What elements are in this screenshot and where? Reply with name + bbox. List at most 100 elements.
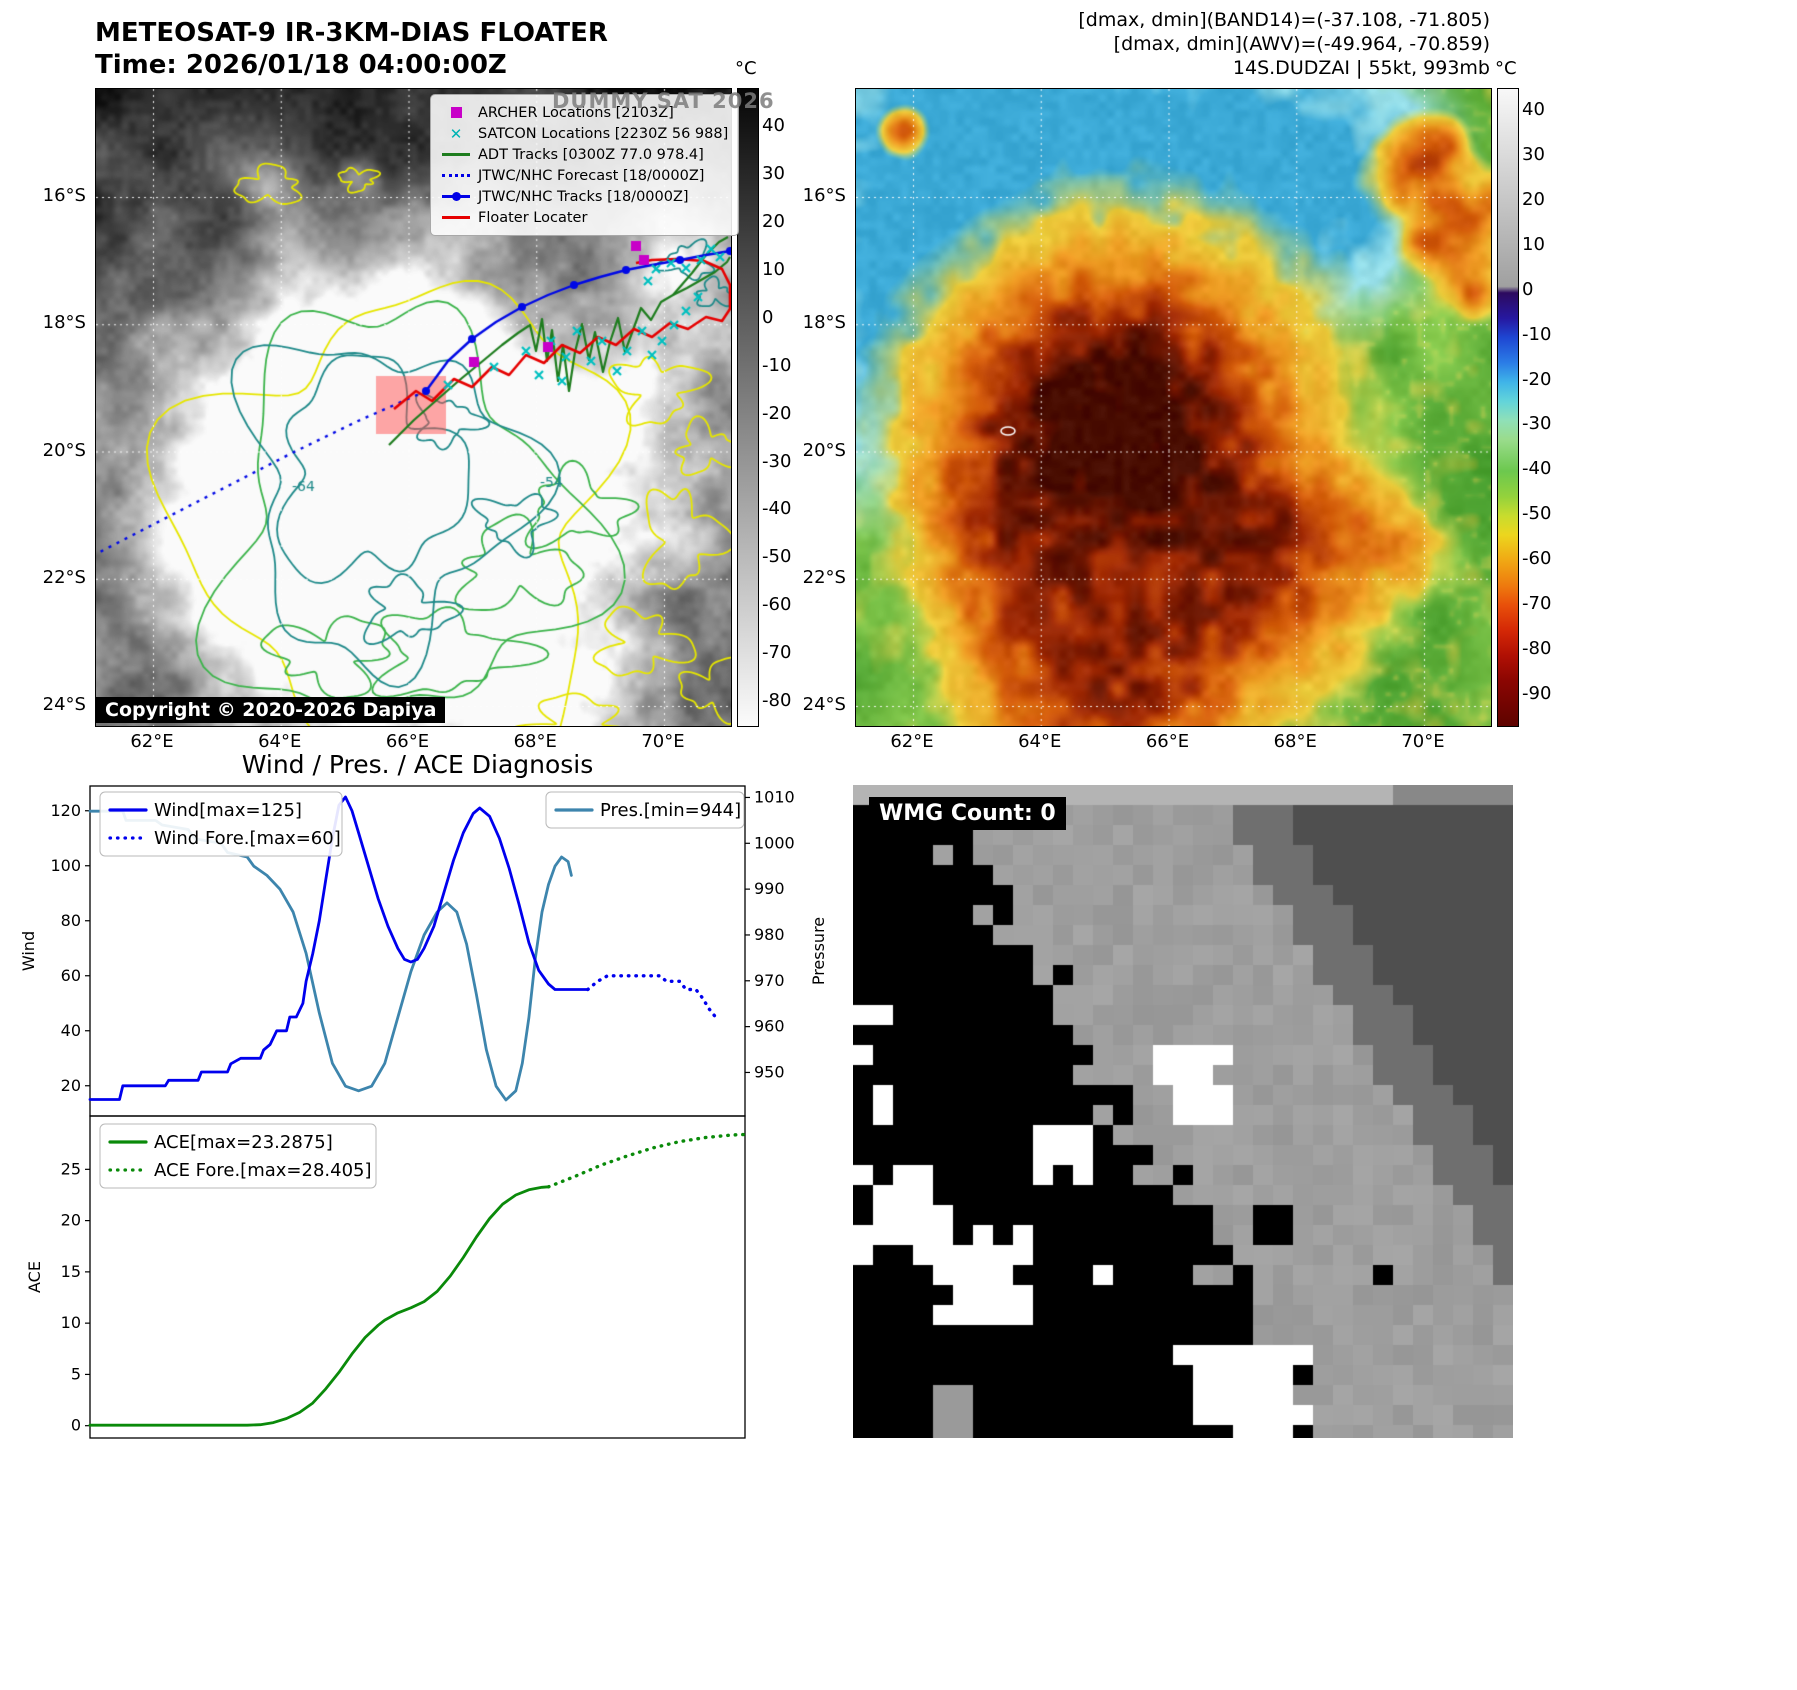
legend-item-label: ARCHER Locations [2103Z] xyxy=(478,104,674,121)
colorbar-tick-label: 0 xyxy=(1522,278,1534,300)
wind-legend xyxy=(99,791,343,857)
pressure-tick-label: 1010 xyxy=(754,787,795,806)
lat-tick-label: 18°S xyxy=(802,312,846,334)
colorbar-tick-label: -30 xyxy=(1522,413,1552,435)
span-item xyxy=(442,192,470,201)
colorbar-tick-label: -30 xyxy=(762,450,792,472)
colorbar-tick-label: 0 xyxy=(762,306,774,328)
legend-item: Floater Locater xyxy=(441,207,728,228)
lat-tick-label: 16°S xyxy=(802,185,846,206)
colorbar-tick-label: 20 xyxy=(762,211,785,233)
line-dot-marker-icon xyxy=(441,192,471,201)
line-marker-icon xyxy=(441,216,471,219)
wmg-image xyxy=(853,785,1513,1438)
wind-tick-label: 80 xyxy=(61,911,81,930)
colorbar-tick-label: -50 xyxy=(1522,503,1552,525)
legend-item: ARCHER Locations [2103Z] xyxy=(441,102,728,123)
wind-tick-label: 40 xyxy=(61,1021,81,1040)
ace-tick-label: 25 xyxy=(61,1159,81,1178)
wmg-count-label: WMG Count: 0 xyxy=(869,797,1066,830)
lat-tick-label: 24°S xyxy=(802,694,846,715)
ir-floater-legend: ARCHER Locations [2103Z] ✕ SATCON Location… xyxy=(430,94,740,236)
colorbar-tick-label: -70 xyxy=(1522,592,1552,614)
pressure-tick-label: 980 xyxy=(754,925,785,944)
ace-tick-label: 0 xyxy=(71,1416,81,1435)
ir-awv-satellite-image xyxy=(855,88,1492,727)
lat-tick-label: 16°S xyxy=(42,185,86,206)
colorbar-tick-label: 30 xyxy=(762,163,785,185)
colorbar-tick-label: -20 xyxy=(762,402,792,424)
lat-tick-label: 18°S xyxy=(42,312,86,334)
colorbar-tick-label: 40 xyxy=(762,115,785,137)
lat-tick-label: 22°S xyxy=(42,566,86,588)
ace-axis-label: ACE xyxy=(25,1261,44,1293)
wind-tick-label: 100 xyxy=(50,856,81,875)
ace-legend xyxy=(99,1123,377,1189)
ir-floater-time: Time: 2026/01/18 04:00:00Z xyxy=(95,50,507,80)
legend-entry-label: ACE Fore.[max=28.405] xyxy=(154,1160,372,1181)
colorbar-tick-label: 30 xyxy=(1522,144,1545,166)
legend-entry-label: Pres.[min=944] xyxy=(600,800,741,821)
legend-item-label: ADT Tracks [0300Z 77.0 978.4] xyxy=(478,146,704,163)
lon-tick-label: 70°E xyxy=(641,731,685,752)
lon-tick-label: 62°E xyxy=(130,731,174,752)
pressure-axis-label: Pressure xyxy=(809,917,828,985)
square-marker-icon xyxy=(441,107,471,118)
pressure-legend xyxy=(545,791,745,829)
colorbar-tick-label: -10 xyxy=(1522,323,1552,345)
colorbar-tick-label: 10 xyxy=(762,258,785,280)
pressure-tick-label: 990 xyxy=(754,879,785,898)
legend-item: JTWC/NHC Forecast [18/0000Z] xyxy=(441,165,728,186)
ir-awv-colorbar xyxy=(1497,88,1519,727)
span-item xyxy=(450,107,462,118)
colorbar-tick-label: -90 xyxy=(1522,682,1552,704)
pressure-tick-label: 950 xyxy=(754,1062,785,1081)
legend-item-label: JTWC/NHC Tracks [18/0000Z] xyxy=(478,188,689,205)
legend-entry-label: ACE[max=23.2875] xyxy=(154,1132,333,1153)
ir-floater-colorbar xyxy=(737,88,759,727)
ace-tick-label: 20 xyxy=(61,1211,81,1230)
colorbar-tick-label: 40 xyxy=(1522,99,1545,121)
x-marker-icon: ✕ xyxy=(441,125,471,143)
pressure-tick-label: 1000 xyxy=(754,833,795,852)
legend-item-label: JTWC/NHC Forecast [18/0000Z] xyxy=(478,167,705,184)
lat-tick-label: 24°S xyxy=(42,694,86,715)
colorbar-tick-label: 10 xyxy=(1522,234,1545,255)
span-item xyxy=(442,216,470,219)
wind-forecast-line xyxy=(586,974,718,1019)
line-marker-icon xyxy=(441,153,471,156)
legend-item: JTWC/NHC Tracks [18/0000Z] xyxy=(441,186,728,207)
lon-tick-label: 62°E xyxy=(890,731,934,752)
lat-tick-label: 20°S xyxy=(42,439,86,461)
colorbar-tick-label: 20 xyxy=(1522,189,1545,211)
awv-stats-line: [dmax, dmin](AWV)=(-49.964, -70.859) xyxy=(1113,33,1490,55)
ace-forecast-line xyxy=(546,1132,747,1189)
wind-axis-label: Wind xyxy=(19,931,38,971)
pressure-tick-label: 960 xyxy=(754,1017,785,1036)
colorbar-tick-label: -20 xyxy=(1522,368,1552,390)
lat-tick-label: 20°S xyxy=(802,439,846,461)
colorbar-tick-label: -80 xyxy=(762,689,792,711)
lon-tick-label: 68°E xyxy=(513,731,557,752)
colorbar-tick-label: -40 xyxy=(1522,458,1552,480)
colorbar-tick-label: -60 xyxy=(1522,548,1552,570)
span-item: ✕ xyxy=(449,124,463,143)
copyright-label: Copyright © 2020-2026 Dapiya xyxy=(96,697,446,723)
lon-tick-label: 66°E xyxy=(385,731,430,752)
colorbar-tick-label: -50 xyxy=(762,546,792,568)
colorbar-tick-label: -80 xyxy=(1522,637,1552,659)
lon-tick-label: 64°E xyxy=(1018,731,1062,752)
ace-series-line xyxy=(88,1185,550,1427)
wind-series-line xyxy=(88,795,590,1101)
legend-item: ✕ SATCON Locations [2230Z 56 988] xyxy=(441,123,729,144)
storm-id-line: 14S.DUDZAI | 55kt, 993mb xyxy=(1232,57,1490,79)
lon-tick-label: 64°E xyxy=(258,731,302,752)
legend-item: ADT Tracks [0300Z 77.0 978.4] xyxy=(441,144,728,165)
wind-tick-label: 60 xyxy=(61,966,81,985)
wind-tick-label: 120 xyxy=(50,801,81,820)
ir-awv-header: [dmax, dmin](BAND14)=(-37.108, -71.805) … xyxy=(1000,8,1490,80)
span-item xyxy=(452,192,461,201)
ace-tick-label: 10 xyxy=(61,1313,81,1332)
ace-tick-label: 15 xyxy=(61,1262,81,1281)
colorbar-tick-label: -10 xyxy=(762,354,792,376)
